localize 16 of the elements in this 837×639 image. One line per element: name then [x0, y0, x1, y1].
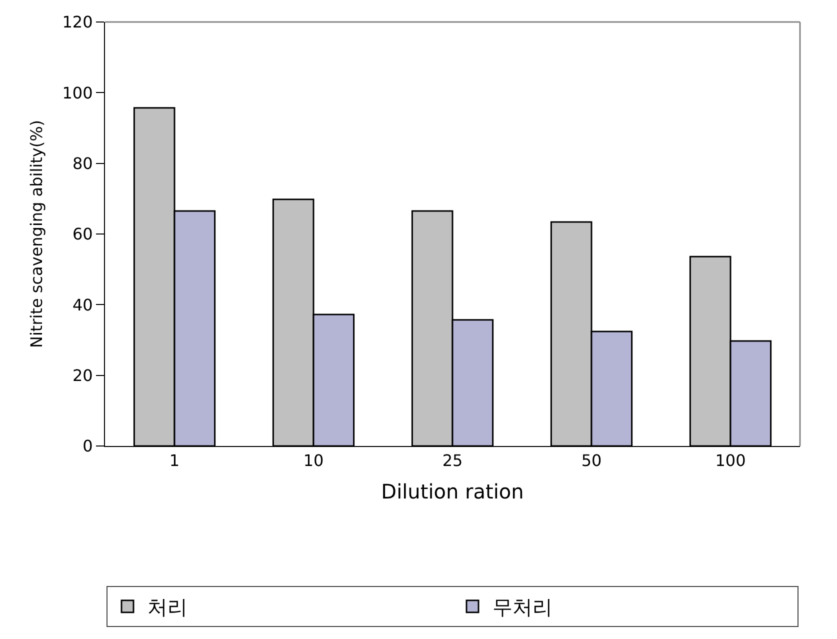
- y-tick-label: 0: [82, 436, 93, 456]
- y-tick-label: 40: [72, 295, 93, 314]
- y-tick-label: 80: [72, 154, 93, 173]
- y-axis-title: Nitrite scavenging ability(%): [27, 120, 46, 348]
- legend-label: 무처리: [492, 595, 552, 620]
- y-tick-label: 100: [62, 83, 93, 102]
- y-tick-label: 60: [72, 224, 93, 244]
- x-tick-label: 25: [442, 451, 463, 470]
- y-tick-label: 20: [72, 366, 93, 385]
- x-tick-label: 100: [715, 451, 746, 470]
- legend-label: 처리: [148, 595, 188, 620]
- x-tick-label: 1: [169, 451, 180, 470]
- x-tick-label: 10: [303, 451, 324, 470]
- y-tick-label: 120: [62, 12, 93, 32]
- x-tick-label: 50: [581, 451, 602, 470]
- x-axis-title: Dilution ration: [381, 480, 524, 504]
